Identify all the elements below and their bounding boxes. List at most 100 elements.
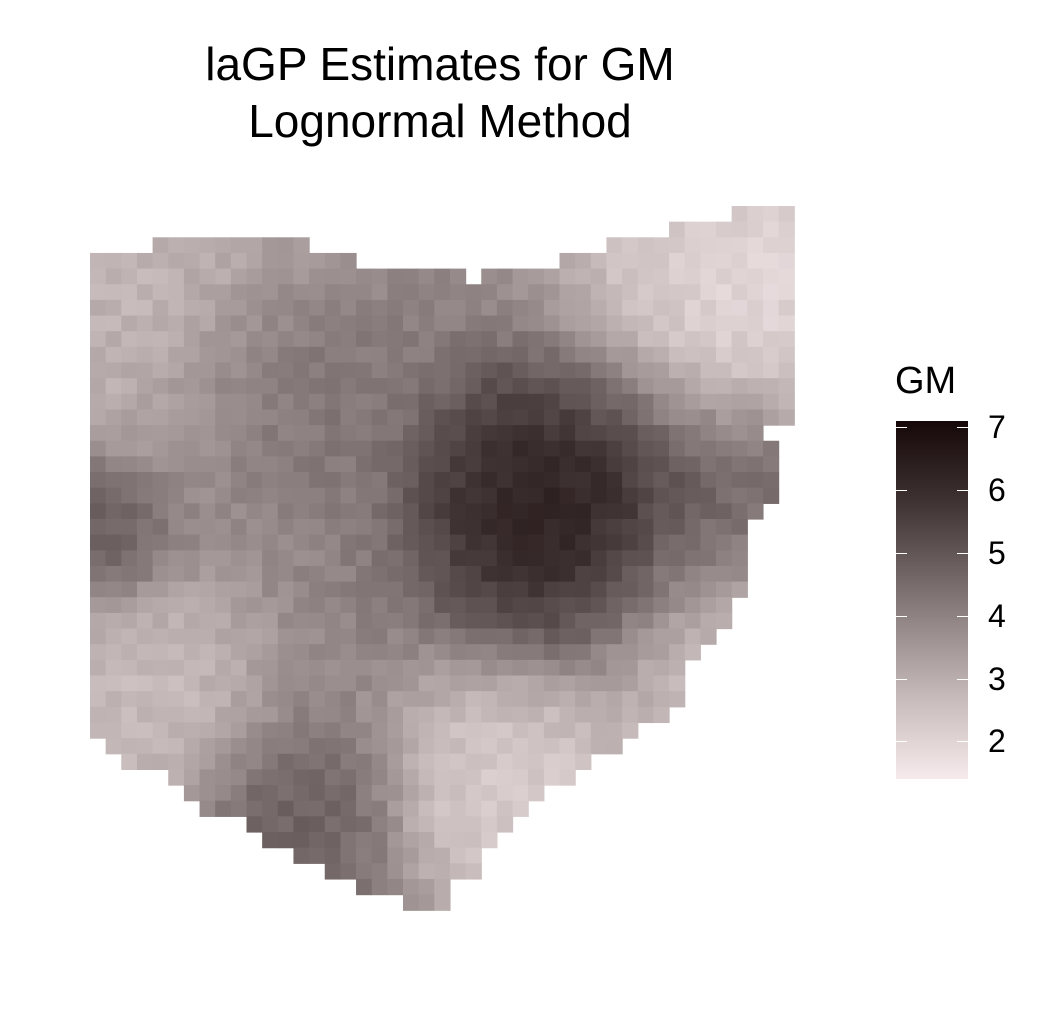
heatmap-cell [199, 472, 216, 489]
heatmap-cell [262, 534, 279, 551]
heatmap-cell [747, 237, 764, 254]
heatmap-cell [309, 722, 326, 739]
legend-tick-label: 7 [988, 409, 1006, 446]
heatmap-cell [309, 346, 326, 364]
heatmap-cell [246, 706, 263, 724]
heatmap-cell [512, 409, 529, 426]
heatmap-cell [215, 612, 232, 630]
legend-tick-mark [896, 741, 907, 743]
heatmap-cell [168, 738, 185, 755]
heatmap-cell [590, 284, 608, 301]
heatmap-cell [309, 519, 326, 536]
heatmap-cell [90, 565, 107, 583]
heatmap-cell [371, 769, 388, 786]
heatmap-cell [340, 456, 357, 473]
heatmap-cell [277, 440, 295, 457]
heatmap-cell [277, 612, 295, 630]
heatmap-cell [387, 753, 404, 770]
heatmap-cell [449, 534, 467, 551]
heatmap-cell [449, 659, 467, 677]
heatmap-cell [136, 315, 154, 332]
heatmap-cell [90, 315, 107, 332]
heatmap-cell [230, 268, 248, 285]
heatmap-cell [340, 519, 357, 536]
heatmap-cell [684, 252, 701, 270]
heatmap-cell [324, 252, 341, 270]
heatmap-cell [183, 612, 201, 630]
heatmap-cell [105, 644, 122, 661]
heatmap-cell [716, 597, 733, 614]
heatmap-cell [105, 691, 122, 708]
heatmap-cell [324, 472, 341, 489]
heatmap-cell [356, 331, 373, 348]
heatmap-cell [403, 785, 420, 802]
heatmap-cell [512, 565, 529, 583]
heatmap-cell [246, 268, 263, 285]
heatmap-cell [387, 503, 404, 520]
heatmap-cell [371, 472, 388, 489]
heatmap-cell [481, 800, 498, 817]
heatmap-cell [387, 675, 404, 692]
heatmap-cell [590, 346, 608, 364]
heatmap-cell [152, 362, 169, 379]
heatmap-cell [590, 565, 608, 583]
heatmap-cell [90, 534, 107, 551]
heatmap-cell [575, 472, 592, 489]
heatmap-cell [324, 487, 341, 504]
heatmap-cell [543, 644, 561, 661]
heatmap-cell [277, 252, 295, 270]
heatmap-cell [246, 252, 263, 270]
heatmap-cell [622, 519, 639, 536]
heatmap-cell [684, 268, 701, 285]
legend-tick-mark [957, 427, 968, 429]
heatmap-cell [637, 597, 654, 614]
heatmap-cell [449, 769, 467, 786]
heatmap-cell [356, 847, 373, 864]
heatmap-cell [340, 628, 357, 645]
heatmap-cell [105, 268, 122, 285]
heatmap-cell [653, 237, 670, 254]
legend-tick-mark [896, 490, 907, 492]
heatmap-cell [700, 252, 717, 270]
heatmap-cell [606, 503, 623, 520]
heatmap-cell [622, 722, 639, 739]
heatmap-cell [669, 534, 686, 551]
heatmap-cell [528, 534, 545, 551]
heatmap-cell [356, 378, 373, 395]
heatmap-cell [293, 534, 310, 551]
heatmap-cell [449, 378, 467, 395]
heatmap-cell [277, 472, 295, 489]
heatmap-cell [152, 519, 169, 536]
heatmap-cell [183, 565, 201, 583]
heatmap-cell [434, 268, 451, 285]
legend-tick-mark [957, 615, 968, 617]
heatmap-cell [152, 346, 169, 364]
heatmap-cell [230, 785, 248, 802]
heatmap-cell [747, 440, 764, 457]
heatmap-cell [559, 659, 576, 677]
heatmap-cell [528, 519, 545, 536]
heatmap-cell [90, 456, 107, 473]
heatmap-cell [559, 378, 576, 395]
heatmap-cell [496, 738, 514, 755]
heatmap-cell [293, 612, 310, 630]
heatmap-cell [152, 425, 169, 442]
heatmap-cell [528, 785, 545, 802]
heatmap-cell [199, 425, 216, 442]
heatmap-cell [324, 456, 341, 473]
heatmap-cell [653, 299, 670, 317]
heatmap-cell [669, 456, 686, 473]
heatmap-cell [465, 863, 482, 880]
heatmap-cell [324, 362, 341, 379]
heatmap-cell [496, 612, 514, 630]
heatmap-cell [324, 331, 341, 348]
heatmap-cell [700, 346, 717, 364]
heatmap-cell [230, 252, 248, 270]
heatmap-cell [528, 691, 545, 708]
heatmap-cell [700, 440, 717, 457]
heatmap-cell [653, 691, 670, 708]
heatmap-cell [559, 268, 576, 285]
heatmap-cell [559, 581, 576, 598]
heatmap-cell [387, 268, 404, 285]
heatmap-cell [590, 519, 608, 536]
